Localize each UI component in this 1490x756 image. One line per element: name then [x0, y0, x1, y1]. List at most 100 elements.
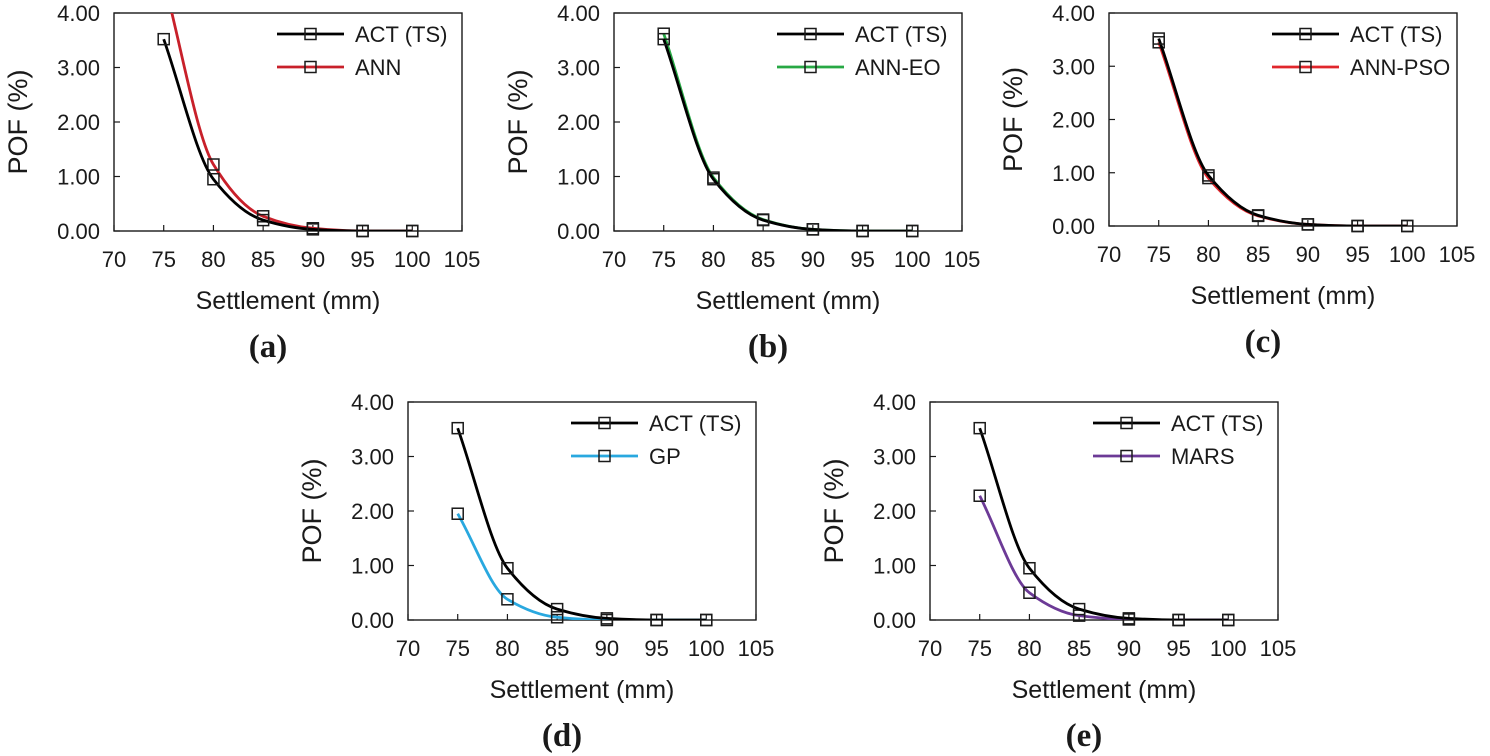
y-tick-label: 4.00 [873, 390, 916, 415]
legend-entry: ANN-EO [777, 55, 941, 80]
data-point-marker [973, 489, 986, 502]
x-tick-label: 75 [967, 636, 991, 661]
data-point-marker [256, 213, 270, 227]
y-tick-label: 4.00 [57, 1, 100, 26]
data-point-marker [157, 32, 170, 46]
data-point-marker [550, 602, 564, 616]
x-tick-label: 95 [850, 247, 874, 272]
legend-entry: GP [571, 444, 681, 469]
data-point-marker [856, 224, 869, 238]
x-tick-label: 90 [1296, 242, 1320, 267]
x-tick-label: 70 [102, 247, 126, 272]
x-axis-label: Settlement (mm) [1191, 282, 1376, 310]
x-tick-label: 70 [396, 636, 420, 661]
x-tick-label: 80 [495, 636, 519, 661]
data-point-marker [1401, 219, 1414, 233]
x-tick-label: 90 [1117, 636, 1141, 661]
x-tick-label: 105 [1260, 636, 1297, 661]
series-line [978, 495, 1229, 620]
x-tick-label: 80 [201, 247, 225, 272]
y-axis-label: POF (%) [297, 459, 327, 564]
legend-label: ANN [355, 55, 401, 80]
data-point-marker [207, 158, 220, 171]
data-point-marker [1301, 218, 1315, 231]
y-tick-label: 2.00 [57, 110, 100, 135]
data-point-marker [806, 223, 820, 236]
x-tick-label: 100 [1210, 636, 1247, 661]
chart-panel-4: 70 75 80 85 90 95 100 105 0.00 1.00 2.00 3.00 4.00 Se… [297, 390, 774, 754]
chart-panel-5: 70 75 80 85 90 95 100 105 0.00 1.00 2.00 3.00 4.00 Se… [819, 390, 1296, 754]
legend-marker [598, 449, 611, 463]
legend-marker [804, 60, 817, 74]
x-axis-label: Settlement (mm) [196, 287, 381, 315]
x-tick-label: 90 [301, 247, 325, 272]
legend-entry: ANN [277, 55, 401, 80]
y-tick-label: 4.00 [557, 1, 600, 26]
legend-marker [598, 416, 611, 430]
legend-entry: ACT (TS) [277, 22, 447, 47]
x-tick-label: 105 [738, 636, 775, 661]
x-tick-label: 90 [801, 247, 825, 272]
y-axis-label: POF (%) [503, 70, 533, 175]
legend-label: ANN-EO [855, 55, 941, 80]
y-tick-label: 4.00 [1052, 1, 1095, 26]
x-tick-label: 85 [545, 636, 569, 661]
data-point-marker [501, 593, 514, 606]
data-point-marker [650, 613, 663, 627]
x-tick-label: 90 [595, 636, 619, 661]
panel-label: (c) [1245, 324, 1282, 360]
legend-marker [1120, 416, 1133, 430]
data-point-marker [1351, 219, 1364, 233]
x-tick-label: 70 [1097, 242, 1121, 267]
panel-label: (e) [1066, 718, 1103, 754]
y-tick-label: 0.00 [557, 219, 600, 244]
chart-panel-1: 70 75 80 85 90 95 100 105 0.00 1.00 2.00 3.00 4.00 Se… [3, 1, 481, 365]
x-tick-label: 95 [644, 636, 668, 661]
legend-entry: ANN-PSO [1272, 55, 1450, 80]
series-act-ts [1152, 32, 1414, 233]
legend-entry: ACT (TS) [571, 411, 741, 436]
x-tick-label: 105 [444, 247, 481, 272]
series-mars [973, 489, 1235, 627]
data-point-marker [501, 561, 514, 575]
y-tick-label: 3.00 [57, 56, 100, 81]
x-tick-label: 75 [445, 636, 469, 661]
data-point-marker [756, 213, 770, 227]
x-tick-label: 75 [1146, 242, 1170, 267]
y-tick-label: 2.00 [873, 499, 916, 524]
y-tick-label: 0.00 [57, 219, 100, 244]
series-act-ts [157, 32, 419, 238]
x-tick-label: 95 [350, 247, 374, 272]
data-point-marker [973, 421, 986, 435]
legend-label: MARS [1171, 444, 1235, 469]
data-point-marker [1222, 613, 1235, 627]
x-tick-label: 80 [701, 247, 725, 272]
data-point-marker [451, 421, 464, 435]
x-tick-label: 85 [251, 247, 275, 272]
chart-panel-3: 70 75 80 85 90 95 100 105 0.00 1.00 2.00 3.00 4.00 Se… [998, 1, 1475, 360]
data-point-marker [707, 172, 720, 186]
series-line [170, 13, 413, 231]
x-tick-label: 95 [1345, 242, 1369, 267]
legend-label: ACT (TS) [1350, 22, 1442, 47]
y-tick-label: 0.00 [1052, 214, 1095, 239]
legend-label: ACT (TS) [1171, 411, 1263, 436]
chart-panel-2: 70 75 80 85 90 95 100 105 0.00 1.00 2.00 3.00 4.00 Se… [503, 1, 980, 365]
data-point-marker [306, 223, 320, 236]
y-tick-label: 2.00 [1052, 108, 1095, 133]
y-tick-label: 3.00 [873, 445, 916, 470]
legend-entry: ACT (TS) [1093, 411, 1263, 436]
data-point-marker [1172, 613, 1185, 627]
series-act-ts [451, 421, 713, 627]
legend-label: ANN-PSO [1350, 55, 1450, 80]
x-tick-label: 70 [602, 247, 626, 272]
data-point-marker [600, 612, 614, 625]
y-tick-label: 4.00 [351, 390, 394, 415]
y-tick-label: 2.00 [351, 499, 394, 524]
series-gp [451, 507, 713, 627]
legend-label: ACT (TS) [355, 22, 447, 47]
x-tick-label: 95 [1166, 636, 1190, 661]
x-tick-label: 100 [1389, 242, 1426, 267]
x-tick-label: 80 [1196, 242, 1220, 267]
legend-marker [1299, 60, 1312, 74]
